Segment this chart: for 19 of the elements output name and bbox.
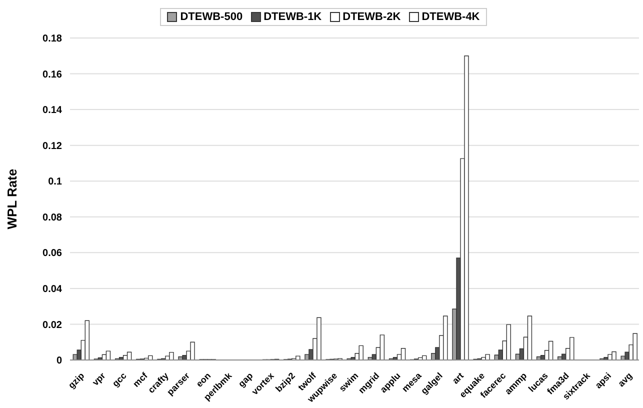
legend-label: DTEWB-1K (264, 11, 322, 23)
y-tick-label: 0.12 (42, 140, 62, 152)
y-tick-label: 0 (56, 356, 62, 367)
legend-label: DTEWB-500 (180, 11, 243, 23)
y-tick-label: 0.08 (42, 212, 62, 224)
y-tick-label: 0.18 (42, 34, 62, 45)
legend-label: DTEWB-4K (422, 11, 480, 23)
x-tick-label: vpr (90, 370, 108, 388)
y-tick-label: 0.14 (42, 105, 62, 116)
y-tick-label: 0.1 (48, 176, 62, 188)
y-axis-title: WPL Rate (4, 168, 20, 230)
y-tick-label: 0.02 (42, 320, 62, 331)
x-tick-label: avg (616, 370, 634, 389)
y-tick-label: 0.06 (42, 248, 62, 260)
y-tick-label: 0.16 (42, 69, 62, 80)
legend-label: DTEWB-2K (342, 11, 401, 23)
x-tick-label: gcc (110, 370, 128, 389)
y-tick-label: 0.04 (42, 284, 62, 295)
x-tick-label: gap (236, 370, 256, 389)
